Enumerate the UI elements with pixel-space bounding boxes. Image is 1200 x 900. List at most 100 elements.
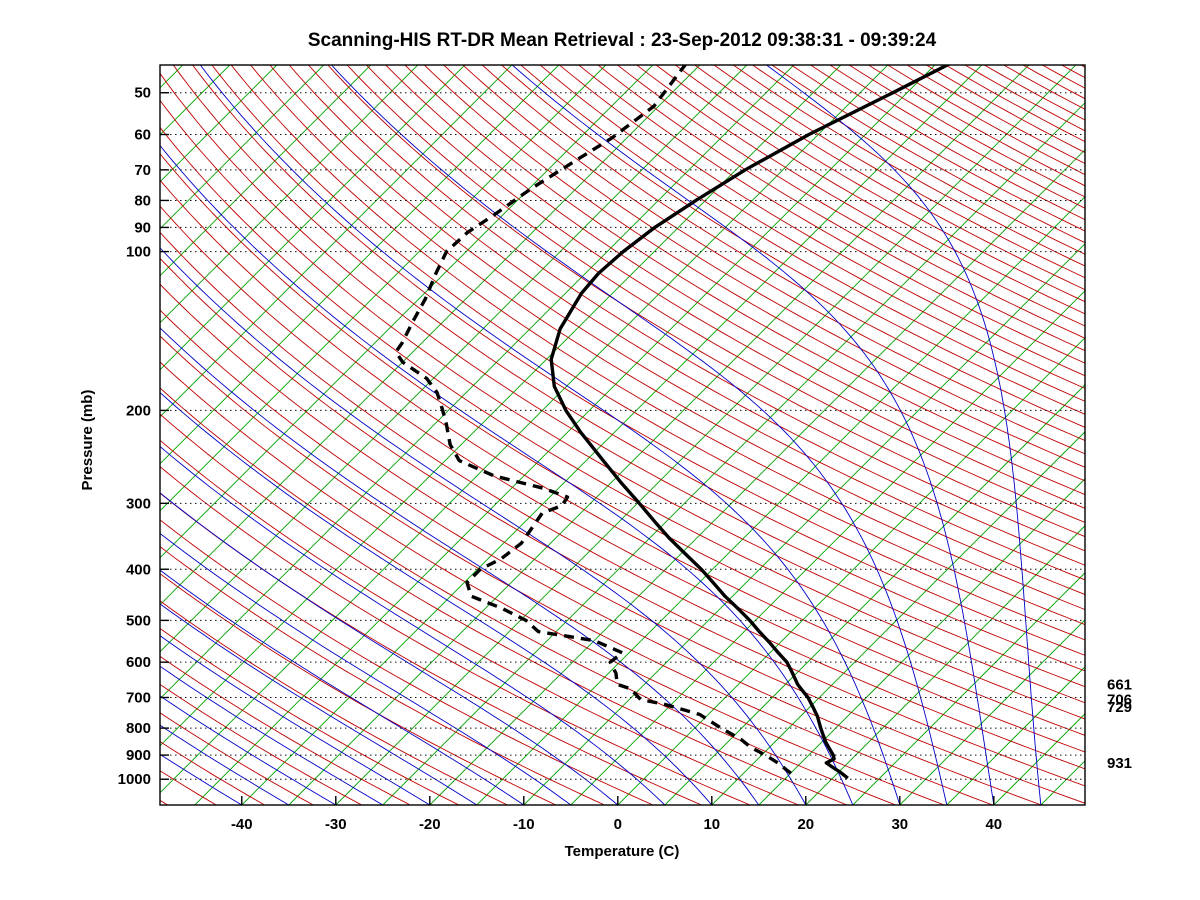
significant-level-label: 661	[1107, 676, 1132, 693]
y-tick-label: 70	[134, 162, 151, 179]
dry-adiabat-line	[160, 573, 557, 805]
isotherm-line	[476, 196, 1085, 805]
isotherm-line	[288, 65, 1030, 805]
dry-adiabat-line	[578, 65, 1085, 364]
dry-adiabat-line	[160, 546, 605, 805]
dry-adiabat-line	[636, 65, 1085, 327]
dry-adiabat-line	[160, 257, 1085, 787]
dry-adiabat-line	[462, 65, 1085, 441]
dry-adiabat-line	[501, 65, 1085, 415]
y-axis-title: Pressure (mb)	[79, 390, 96, 491]
dry-adiabat-line	[848, 65, 1085, 198]
dry-adiabat-line	[617, 65, 1085, 339]
dry-adiabat-line	[160, 231, 1085, 770]
isotherm-line	[160, 65, 513, 418]
moist-adiabat-line	[160, 569, 525, 805]
dry-adiabat-line	[404, 65, 1085, 482]
dry-adiabat-line	[192, 65, 1085, 641]
plot-frame	[159, 64, 1086, 806]
isotherm-line	[160, 65, 560, 465]
dry-adiabat-line	[160, 600, 508, 805]
isotherm-line	[160, 65, 231, 136]
dry-adiabat-line	[160, 492, 702, 805]
moist-adiabat-line	[331, 65, 948, 805]
dry-adiabat-line	[964, 65, 1085, 132]
x-tick-label: 10	[703, 816, 720, 833]
moist-adiabat-line	[160, 247, 807, 805]
x-tick-label: 30	[891, 816, 908, 833]
y-tick-label: 600	[126, 654, 151, 671]
dry-adiabat-line	[675, 65, 1085, 303]
dry-adiabat-line	[160, 387, 896, 805]
dry-adiabat-line	[211, 65, 1085, 626]
moist-adiabat-line	[160, 492, 619, 805]
x-tick-label: -10	[513, 816, 535, 833]
dry-adiabat-line	[539, 65, 1085, 389]
x-tick-label: 0	[614, 816, 622, 833]
y-tick-label: 80	[134, 192, 151, 209]
isotherm-line	[617, 337, 1085, 805]
moist-adiabat-line	[511, 65, 995, 805]
dry-adiabat-line	[520, 65, 1085, 402]
tick-labels: 5060708090100200300400500600700800900100…	[118, 85, 1003, 833]
y-tick-label: 800	[126, 720, 151, 737]
dry-adiabat-line	[230, 65, 1085, 611]
dry-adiabat-line	[385, 65, 1085, 496]
x-axis-title: Temperature (C)	[565, 843, 680, 860]
x-tick-label: -20	[419, 816, 441, 833]
dry-adiabat-line	[443, 65, 1085, 455]
dry-adiabat-line	[308, 65, 1085, 552]
dry-adiabat-line	[597, 65, 1085, 352]
moist-adiabat-line	[160, 603, 478, 805]
dry-adiabat-line	[810, 65, 1085, 221]
isotherm-line	[160, 65, 701, 606]
isotherm-line	[335, 65, 1077, 805]
y-tick-label: 300	[126, 495, 151, 512]
dry-adiabat-line	[160, 283, 1085, 804]
dry-adiabat-line	[327, 65, 1085, 538]
pressure-grid-group	[160, 92, 1085, 780]
dry-adiabat-line	[791, 65, 1085, 232]
isotherm-line	[160, 65, 795, 700]
dry-adiabat-line	[771, 65, 1085, 244]
isotherm-line	[160, 65, 748, 653]
moist-adiabat-line	[160, 635, 431, 805]
isotherm-line	[805, 525, 1085, 805]
isotherm-line	[523, 243, 1085, 805]
moist-adiabat-line	[160, 665, 384, 805]
dry-adiabat-line	[694, 65, 1085, 291]
isotherm-line	[241, 65, 983, 805]
isotherm-line	[570, 290, 1085, 805]
x-tick-label: 20	[797, 816, 814, 833]
dry-adiabat-line	[250, 65, 1085, 596]
dry-adiabat-line	[655, 65, 1085, 315]
axis-ticks	[160, 92, 995, 805]
y-tick-label: 500	[126, 612, 151, 629]
chart-title: Scanning-HIS RT-DR Mean Retrieval : 23-S…	[308, 30, 937, 51]
y-tick-label: 200	[126, 402, 151, 419]
temperature-curve	[549, 65, 952, 780]
dry-adiabat-line	[829, 65, 1085, 209]
isotherm-line	[194, 65, 936, 805]
sounding-profiles	[394, 65, 952, 780]
y-tick-label: 900	[126, 747, 151, 764]
dry-adiabat-line	[160, 712, 314, 805]
significant-level-label: 931	[1107, 755, 1132, 772]
dry-adiabat-line	[733, 65, 1085, 267]
isotherm-line	[160, 65, 889, 794]
dry-adiabat-line	[160, 99, 1085, 688]
dry-adiabat-line	[984, 65, 1085, 121]
dry-adiabat-line	[1080, 65, 1085, 68]
moist-adiabat-line	[160, 327, 760, 805]
moist-adiabats-group	[160, 65, 1042, 805]
isotherm-line	[711, 431, 1085, 805]
x-tick-label: 40	[985, 816, 1002, 833]
isotherm-line	[899, 619, 1085, 805]
isotherm-line	[160, 65, 654, 559]
dewpoint-curve	[394, 65, 794, 776]
moist-adiabat-line	[160, 391, 713, 805]
y-tick-label: 60	[134, 127, 151, 144]
moist-adiabat-line	[199, 65, 901, 805]
